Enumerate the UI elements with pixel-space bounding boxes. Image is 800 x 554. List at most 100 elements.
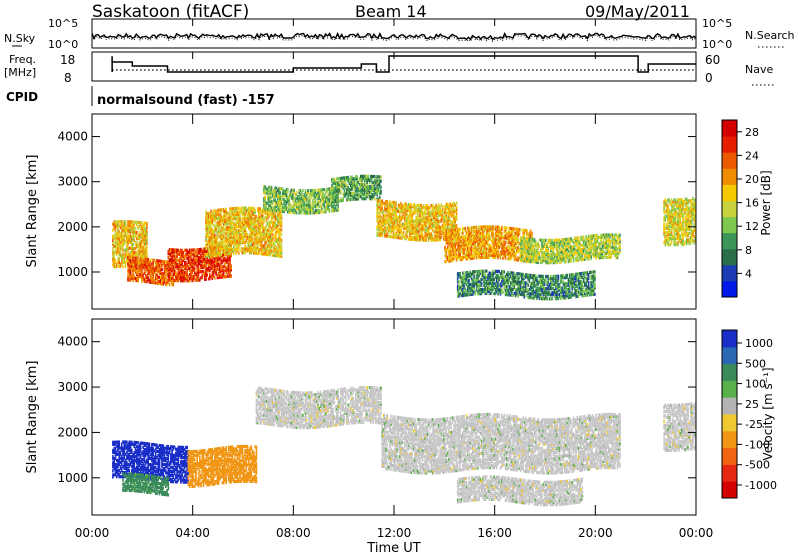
echo-cell	[300, 203, 303, 207]
echo-cell	[278, 230, 280, 234]
echo-cell	[303, 203, 305, 207]
echo-cell	[205, 257, 207, 261]
echo-cell	[270, 233, 273, 237]
echo-cell	[144, 252, 147, 256]
echo-cell	[290, 194, 293, 198]
echo-cell	[299, 211, 302, 215]
echo-cell	[285, 206, 288, 210]
echo-cell	[243, 222, 245, 226]
echo-cell	[271, 192, 274, 196]
echo-cell	[151, 270, 153, 274]
echo-cell	[275, 202, 278, 207]
echo-cell	[171, 266, 173, 270]
echo-cell	[501, 225, 503, 230]
echo-cell	[234, 231, 236, 235]
echo-cell	[216, 221, 219, 225]
echo-cell	[219, 263, 221, 267]
echo-cell	[180, 279, 182, 283]
echo-cell	[127, 270, 129, 274]
echo-cell	[431, 234, 434, 238]
echo-cell	[147, 266, 149, 270]
echo-cell	[277, 252, 279, 256]
echo-cell	[154, 263, 157, 267]
echo-cell	[207, 212, 210, 216]
echo-cell	[225, 240, 227, 244]
echo-cell	[132, 263, 134, 267]
echo-cell	[207, 265, 210, 269]
echo-cell	[224, 211, 226, 216]
echo-cell	[128, 256, 131, 260]
echo-cell	[285, 196, 288, 200]
echo-cell	[138, 275, 141, 279]
echo-cell	[260, 219, 263, 223]
echo-cell	[211, 240, 214, 244]
echo-cell	[268, 242, 270, 247]
echo-cell	[255, 223, 258, 227]
echo-cell	[115, 224, 118, 228]
freq-trace	[111, 55, 696, 73]
echo-cell	[207, 277, 210, 281]
echo-cell	[305, 209, 308, 213]
echo-cell	[139, 233, 142, 237]
echo-cell	[279, 201, 282, 205]
echo-cell	[274, 223, 277, 227]
echo-cell	[119, 242, 122, 246]
echo-cell	[231, 209, 234, 213]
echo-cell	[176, 258, 178, 262]
echo-cell	[287, 210, 289, 214]
echo-cell	[268, 238, 270, 242]
echo-cell	[264, 248, 266, 252]
echo-cell	[256, 231, 259, 235]
echo-cell	[173, 270, 176, 274]
echo-cell	[284, 206, 287, 210]
echo-cell	[205, 222, 207, 226]
echo-cell	[240, 226, 243, 231]
echo-cell	[328, 207, 331, 211]
echo-cell	[215, 239, 217, 243]
echo-cell	[282, 203, 284, 207]
echo-cell	[212, 268, 215, 272]
echo-cell	[209, 220, 211, 224]
echo-cell	[234, 215, 236, 219]
echo-cell	[138, 258, 141, 263]
echo-cell	[229, 221, 231, 225]
echo-cell	[304, 209, 307, 213]
echo-cell	[271, 200, 274, 204]
echo-cell	[264, 250, 266, 254]
echo-cell	[275, 231, 278, 235]
echo-cell	[209, 213, 211, 218]
echo-cell	[300, 211, 303, 215]
echo-cell	[294, 196, 297, 201]
echo-cell	[269, 189, 271, 193]
echo-cell	[154, 281, 157, 285]
echo-cell	[265, 210, 268, 214]
echo-cell	[128, 274, 131, 278]
echo-cell	[117, 246, 119, 250]
echo-cell	[292, 196, 294, 200]
echo-cell	[259, 227, 261, 231]
echo-cell	[274, 194, 277, 198]
echo-cell	[118, 264, 120, 268]
echo-cell	[225, 266, 227, 270]
echo-cell	[201, 251, 204, 255]
echo-cell	[180, 248, 182, 252]
echo-cell	[131, 252, 133, 256]
echo-cell	[234, 241, 236, 245]
echo-cell	[206, 252, 209, 257]
echo-cell	[278, 240, 280, 244]
echo-cell	[261, 215, 264, 219]
echo-cell	[295, 207, 298, 211]
echo-cell	[144, 227, 147, 231]
echo-cell	[139, 239, 142, 243]
echo-cell	[269, 220, 271, 224]
echo-cell	[156, 259, 158, 263]
echo-cell	[212, 211, 215, 215]
echo-cell	[167, 272, 170, 276]
echo-cell	[114, 230, 117, 234]
echo-cell	[214, 258, 216, 262]
echo-cell	[192, 266, 195, 270]
echo-cell	[258, 215, 260, 219]
echo-cell	[229, 237, 231, 241]
echo-cell	[226, 252, 229, 256]
echo-cell	[128, 246, 131, 250]
